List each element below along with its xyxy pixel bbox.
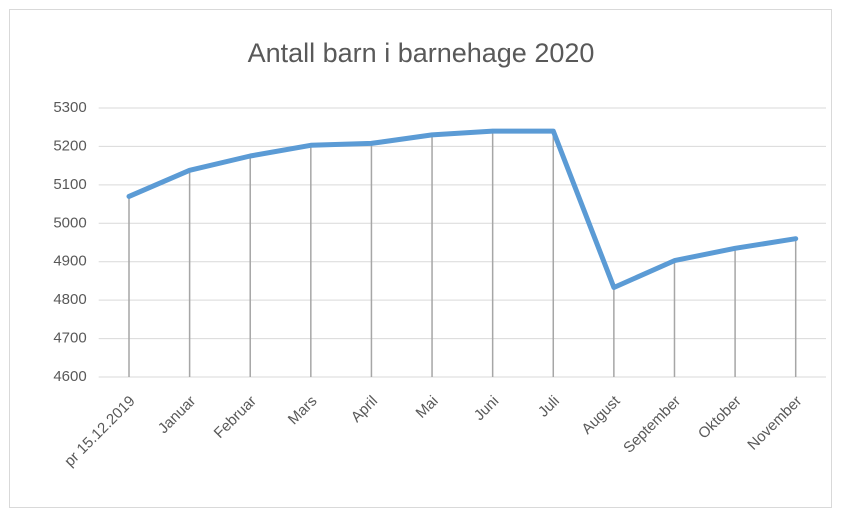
chart-title: Antall barn i barnehage 2020 — [248, 38, 595, 68]
y-tick-label: 5300 — [53, 99, 86, 116]
y-tick-label: 5100 — [53, 176, 86, 193]
y-tick-label: 4900 — [53, 253, 86, 270]
y-tick-label: 5200 — [53, 137, 86, 154]
data-line — [126, 128, 799, 290]
y-tick-label: 4700 — [53, 330, 86, 347]
y-tick-label: 4800 — [53, 291, 86, 308]
y-tick-label: 4600 — [53, 368, 86, 385]
y-tick-label: 5000 — [53, 214, 86, 231]
